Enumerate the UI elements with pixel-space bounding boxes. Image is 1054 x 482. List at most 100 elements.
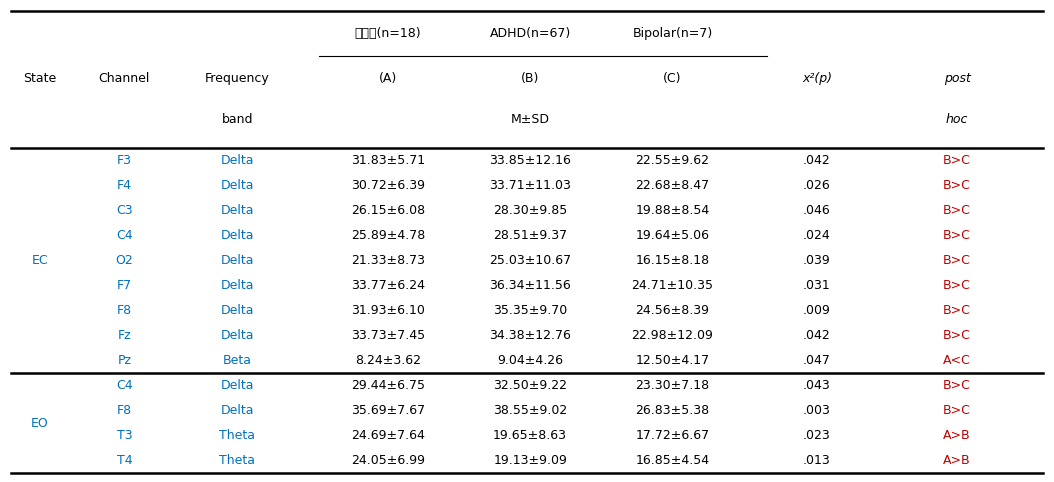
Text: 23.30±7.18: 23.30±7.18 (636, 379, 709, 392)
Text: 35.35±9.70: 35.35±9.70 (493, 304, 567, 317)
Text: .039: .039 (803, 254, 831, 267)
Text: 25.03±10.67: 25.03±10.67 (489, 254, 571, 267)
Text: 32.50±9.22: 32.50±9.22 (493, 379, 567, 392)
Text: 24.05±6.99: 24.05±6.99 (351, 455, 425, 468)
Text: 16.85±4.54: 16.85±4.54 (636, 455, 709, 468)
Text: A>B: A>B (943, 455, 971, 468)
Text: x²(p): x²(p) (802, 72, 832, 84)
Text: 12.50±4.17: 12.50±4.17 (636, 354, 709, 367)
Text: 34.38±12.76: 34.38±12.76 (489, 329, 571, 342)
Text: Pz: Pz (117, 354, 132, 367)
Text: 19.64±5.06: 19.64±5.06 (636, 229, 709, 242)
Text: T4: T4 (117, 455, 132, 468)
Text: 31.93±6.10: 31.93±6.10 (351, 304, 425, 317)
Text: Delta: Delta (220, 154, 254, 167)
Text: Fz: Fz (118, 329, 131, 342)
Text: Theta: Theta (219, 455, 255, 468)
Text: Beta: Beta (222, 354, 252, 367)
Text: .047: .047 (803, 354, 831, 367)
Text: 22.68±8.47: 22.68±8.47 (636, 179, 709, 192)
Text: T3: T3 (117, 429, 132, 442)
Text: 28.51±9.37: 28.51±9.37 (493, 229, 567, 242)
Text: (C): (C) (663, 72, 682, 84)
Text: .042: .042 (803, 329, 831, 342)
Text: Theta: Theta (219, 429, 255, 442)
Text: .023: .023 (803, 429, 831, 442)
Text: 33.77±6.24: 33.77±6.24 (351, 279, 425, 292)
Text: C3: C3 (116, 204, 133, 217)
Text: 36.34±11.56: 36.34±11.56 (489, 279, 571, 292)
Text: B>C: B>C (943, 329, 971, 342)
Text: 9.04±4.26: 9.04±4.26 (497, 354, 563, 367)
Text: Delta: Delta (220, 329, 254, 342)
Text: Delta: Delta (220, 379, 254, 392)
Text: 16.15±8.18: 16.15±8.18 (636, 254, 709, 267)
Text: F3: F3 (117, 154, 132, 167)
Text: Delta: Delta (220, 229, 254, 242)
Text: 33.85±12.16: 33.85±12.16 (489, 154, 571, 167)
Text: O2: O2 (116, 254, 133, 267)
Text: Frequency: Frequency (204, 72, 270, 84)
Text: 19.88±8.54: 19.88±8.54 (636, 204, 709, 217)
Text: F8: F8 (117, 404, 132, 417)
Text: (B): (B) (521, 72, 540, 84)
Text: A<C: A<C (943, 354, 971, 367)
Text: Bipolar(n=7): Bipolar(n=7) (632, 27, 713, 40)
Text: 24.69±7.64: 24.69±7.64 (351, 429, 425, 442)
Text: .042: .042 (803, 154, 831, 167)
Text: .013: .013 (803, 455, 831, 468)
Text: 17.72±6.67: 17.72±6.67 (636, 429, 709, 442)
Text: B>C: B>C (943, 404, 971, 417)
Text: F4: F4 (117, 179, 132, 192)
Text: .024: .024 (803, 229, 831, 242)
Text: B>C: B>C (943, 254, 971, 267)
Text: 22.98±12.09: 22.98±12.09 (631, 329, 714, 342)
Text: band: band (221, 113, 253, 125)
Text: EO: EO (32, 417, 48, 430)
Text: Delta: Delta (220, 179, 254, 192)
Text: .031: .031 (803, 279, 831, 292)
Text: 31.83±5.71: 31.83±5.71 (351, 154, 425, 167)
Text: 22.55±9.62: 22.55±9.62 (636, 154, 709, 167)
Text: 33.71±11.03: 33.71±11.03 (489, 179, 571, 192)
Text: 19.13±9.09: 19.13±9.09 (493, 455, 567, 468)
Text: B>C: B>C (943, 304, 971, 317)
Text: B>C: B>C (943, 179, 971, 192)
Text: hoc: hoc (945, 113, 969, 125)
Text: B>C: B>C (943, 204, 971, 217)
Text: Channel: Channel (99, 72, 150, 84)
Text: B>C: B>C (943, 379, 971, 392)
Text: 38.55±9.02: 38.55±9.02 (493, 404, 567, 417)
Text: A>B: A>B (943, 429, 971, 442)
Text: 8.24±3.62: 8.24±3.62 (355, 354, 421, 367)
Text: F7: F7 (117, 279, 132, 292)
Text: .003: .003 (803, 404, 831, 417)
Text: 28.30±9.85: 28.30±9.85 (493, 204, 567, 217)
Text: 25.89±4.78: 25.89±4.78 (351, 229, 425, 242)
Text: B>C: B>C (943, 154, 971, 167)
Text: B>C: B>C (943, 229, 971, 242)
Text: post: post (943, 72, 971, 84)
Text: C4: C4 (116, 379, 133, 392)
Text: .043: .043 (803, 379, 831, 392)
Text: State: State (23, 72, 57, 84)
Text: Delta: Delta (220, 404, 254, 417)
Text: Delta: Delta (220, 279, 254, 292)
Text: 정상군(n=18): 정상군(n=18) (354, 27, 422, 40)
Text: M±SD: M±SD (510, 113, 550, 125)
Text: .009: .009 (803, 304, 831, 317)
Text: 26.15±6.08: 26.15±6.08 (351, 204, 425, 217)
Text: 35.69±7.67: 35.69±7.67 (351, 404, 425, 417)
Text: (A): (A) (378, 72, 397, 84)
Text: 29.44±6.75: 29.44±6.75 (351, 379, 425, 392)
Text: 30.72±6.39: 30.72±6.39 (351, 179, 425, 192)
Text: EC: EC (32, 254, 48, 267)
Text: 19.65±8.63: 19.65±8.63 (493, 429, 567, 442)
Text: F8: F8 (117, 304, 132, 317)
Text: .046: .046 (803, 204, 831, 217)
Text: .026: .026 (803, 179, 831, 192)
Text: 33.73±7.45: 33.73±7.45 (351, 329, 425, 342)
Text: C4: C4 (116, 229, 133, 242)
Text: 26.83±5.38: 26.83±5.38 (636, 404, 709, 417)
Text: ADHD(n=67): ADHD(n=67) (489, 27, 571, 40)
